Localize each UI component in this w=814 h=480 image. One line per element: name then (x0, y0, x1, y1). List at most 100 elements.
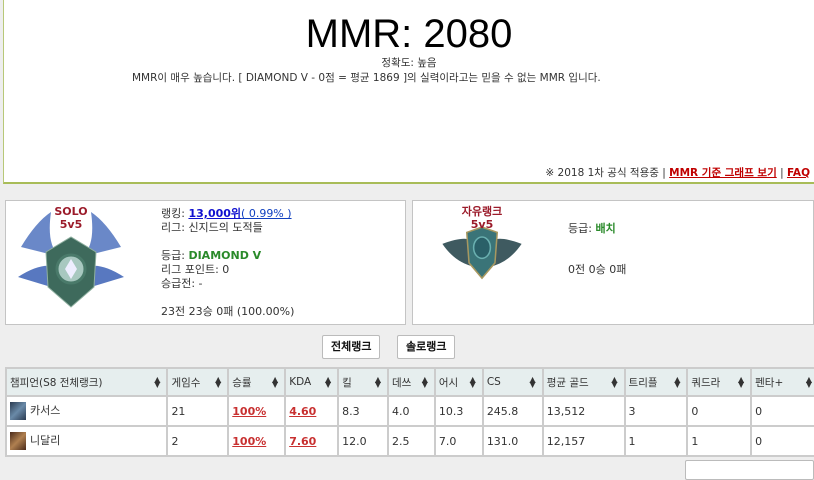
header-label: KDA (289, 376, 312, 388)
promotion: 승급전: - (161, 277, 203, 290)
record: 0전 0승 0패 (568, 263, 627, 276)
champion-table: 챔피언(S8 전체랭크) ▲ ▼ 게임수 ▲ ▼ 승률 ▲ ▼ KDA ▲ ▼ 킬 ▲ ▼ 데쓰 ▲ ▼ 어시 ▲ ▼ C… (4, 367, 814, 457)
winrate-link[interactable]: 100% (232, 404, 267, 418)
table-cell: 2.5 (387, 425, 436, 457)
sort-icon: ▲ ▼ (469, 375, 476, 389)
table-cell: 1 (686, 425, 753, 457)
separator: | (780, 167, 784, 179)
table-row: 니달리 2 100% 7.60 12.0 2.5 7.0 131.0 12,157 1 1 0 (4, 425, 814, 457)
table-cell: 21 (166, 395, 230, 427)
header-label: 챔피언(S8 전체랭크) (10, 376, 103, 389)
header-label: 게임수 (171, 376, 201, 389)
league: 리그: 신지드의 도적들 (161, 221, 263, 234)
table-cell: 2 (166, 425, 230, 457)
header-label: 쿼드라 (691, 376, 721, 389)
record: 23전 23승 0패 (100.00%) (161, 305, 295, 318)
tier-label: 등급: (568, 222, 596, 235)
sort-icon: ▲ ▼ (674, 375, 681, 389)
column-header[interactable]: CS ▲ ▼ (481, 367, 544, 397)
column-header[interactable]: 킬 ▲ ▼ (337, 367, 389, 397)
faq-link[interactable]: FAQ (786, 167, 810, 179)
table-cell: 3 (623, 395, 689, 427)
diamond-emblem-icon (18, 212, 124, 308)
table-cell: 12,157 (541, 425, 626, 457)
table-cell: 100% (227, 395, 287, 427)
notice: ※ 2018 1차 공식 적용중 (545, 167, 659, 179)
table-cell: 100% (227, 425, 287, 457)
flex-rank-card: 자유랭크 5v5 등급: 배치 0전 0승 0패 (412, 200, 814, 325)
emblem-subtitle: 5v5 (59, 218, 83, 231)
column-header[interactable]: KDA ▲ ▼ (284, 367, 340, 397)
kda-link[interactable]: 4.60 (289, 404, 317, 418)
column-header[interactable]: 승률 ▲ ▼ (227, 367, 287, 397)
solo-rank-card: SOLO 5v5 랭킹: 13,000위( 0.99% ) 리그: 신지드의 도… (5, 200, 406, 325)
table-cell: 131.0 (481, 425, 544, 457)
header-links: ※ 2018 1차 공식 적용중 | MMR 기준 그래프 보기 | FAQ (545, 165, 810, 180)
table-cell: 10.3 (433, 395, 484, 427)
kda-link[interactable]: 7.60 (289, 434, 317, 448)
header-label: 어시 (438, 376, 459, 389)
header-label: 펜타+ (755, 376, 784, 389)
solo-info: 랭킹: 13,000위( 0.99% ) 리그: 신지드의 도적들 등급: DI… (161, 207, 294, 319)
column-header[interactable]: 게임수 ▲ ▼ (166, 367, 230, 397)
table-cell: 8.3 (337, 395, 389, 427)
league-points: 리그 포인트: 0 (161, 263, 230, 276)
emblem-subtitle: 5v5 (470, 218, 494, 231)
champion-name: 카서스 (30, 404, 61, 417)
table-cell: 0 (750, 425, 814, 457)
header-label: 평균 골드 (546, 376, 589, 389)
ranking-link[interactable]: 13,000위 (188, 207, 242, 220)
separator: | (662, 167, 666, 179)
header-label: CS (486, 376, 501, 388)
sort-icon: ▲ ▼ (324, 375, 332, 389)
tier-label: 등급: (161, 249, 189, 262)
mmr-panel: MMR: 2080 정확도: 높음 MMR이 매우 높습니다. [ DIAMON… (3, 0, 814, 184)
unranked-emblem-icon (442, 226, 522, 280)
sort-icon: ▲ ▼ (529, 375, 536, 389)
table-cell: 12.0 (337, 425, 389, 457)
column-header[interactable]: 평균 골드 ▲ ▼ (541, 367, 626, 397)
winrate-link[interactable]: 100% (232, 434, 267, 448)
sort-icon: ▲ ▼ (154, 375, 161, 389)
table-cell: 245.8 (481, 395, 544, 427)
header-label: 데쓰 (392, 376, 412, 389)
sort-icon: ▲ ▼ (421, 375, 428, 389)
column-header[interactable]: 펜타+ ▲ ▼ (750, 367, 814, 397)
header-label: 트리플 (628, 376, 658, 389)
emblem-title: SOLO (54, 205, 88, 218)
header-label: 킬 (342, 376, 352, 389)
column-header[interactable]: 쿼드라 ▲ ▼ (686, 367, 753, 397)
table-cell: 1 (623, 425, 689, 457)
ranking-percent[interactable]: ( 0.99% ) (241, 207, 292, 220)
sort-icon: ▲ ▼ (737, 375, 745, 389)
table-cell: 카서스 (4, 395, 169, 427)
table-cell: 니달리 (4, 425, 169, 457)
emblem-title: 자유랭크 (461, 205, 503, 218)
accuracy: 정확도: 높음 (381, 57, 437, 69)
mmr-message: MMR이 매우 높습니다. [ DIAMOND V - 0점 = 평균 1869… (132, 72, 601, 84)
column-header[interactable]: 어시 ▲ ▼ (433, 367, 484, 397)
table-cell: 7.0 (433, 425, 484, 457)
table-cell: 13,512 (541, 395, 626, 427)
sort-icon: ▲ ▼ (805, 375, 812, 389)
column-header[interactable]: 데쓰 ▲ ▼ (387, 367, 436, 397)
tier: DIAMOND V (188, 249, 262, 262)
table-cell: 4.60 (284, 395, 340, 427)
column-header[interactable]: 트리플 ▲ ▼ (623, 367, 689, 397)
more-button[interactable] (685, 460, 814, 480)
ranking-label: 랭킹: (161, 207, 189, 220)
solo-rank-button[interactable]: 솔로랭크 (397, 335, 456, 359)
table-cell: 4.0 (387, 395, 436, 427)
champion-name: 니달리 (30, 434, 61, 447)
sort-icon: ▲ ▼ (374, 375, 381, 389)
sort-icon: ▲ ▼ (272, 375, 279, 389)
champion-icon (10, 402, 26, 420)
sort-icon: ▲ ▼ (611, 375, 618, 389)
graph-link[interactable]: MMR 기준 그래프 보기 (669, 167, 777, 179)
table-row: 카서스 21 100% 4.60 8.3 4.0 10.3 245.8 13,512 3 0 0 (4, 395, 814, 427)
mmr-value: MMR: 2080 (305, 12, 513, 56)
flex-info: 등급: 배치 0전 0승 0패 (568, 222, 626, 277)
column-header[interactable]: 챔피언(S8 전체랭크) ▲ ▼ (4, 367, 169, 397)
all-rank-button[interactable]: 전체랭크 (322, 335, 381, 359)
header-label: 승률 (232, 376, 252, 389)
